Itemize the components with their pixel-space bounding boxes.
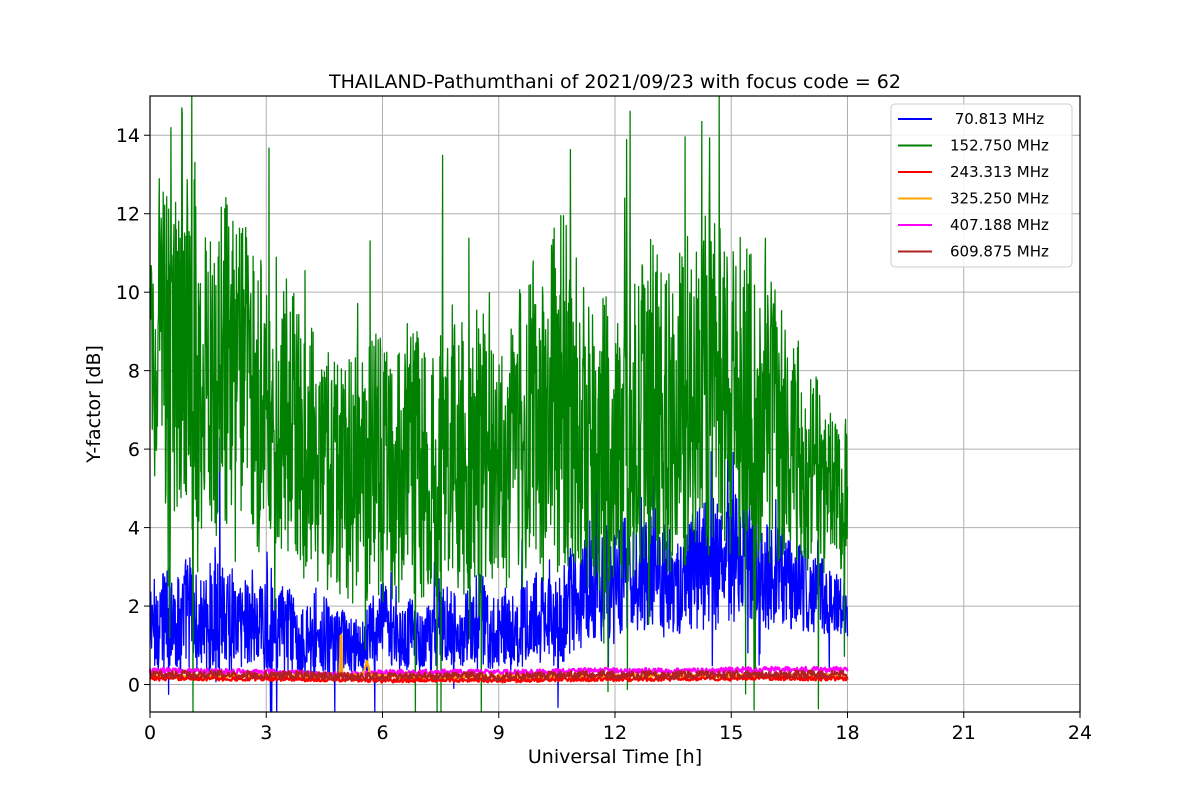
y-tick-label: 4 [128, 518, 140, 540]
legend-label: 243.313 MHz [950, 163, 1049, 181]
legend-label: 70.813 MHz [950, 110, 1044, 128]
y-tick-label: 0 [128, 675, 140, 697]
legend-box [890, 103, 1073, 268]
x-tick-label: 21 [952, 722, 976, 744]
x-tick-label: 3 [260, 722, 272, 744]
legend-label: 407.188 MHz [950, 216, 1049, 234]
legend: 70.813 MHz 152.750 MHz 243.313 MHz 325.250 … [890, 103, 1073, 268]
chart-title: THAILAND-Pathumthani of 2021/09/23 with … [328, 71, 901, 93]
y-tick-label: 10 [116, 282, 140, 304]
legend-label: 325.250 MHz [950, 190, 1049, 208]
y-tick-label: 12 [116, 204, 140, 226]
series-line [148, 669, 849, 682]
x-tick-label: 24 [1068, 722, 1092, 744]
y-tick-label: 14 [116, 125, 140, 147]
y-tick-label: 2 [128, 596, 140, 618]
y-axis-label: Y-factor [dB] [83, 345, 105, 464]
x-tick-label: 18 [835, 722, 859, 744]
x-tick-label: 9 [493, 722, 505, 744]
x-tick-label: 12 [603, 722, 627, 744]
series-line [149, 437, 849, 713]
series-line [149, 95, 849, 713]
x-tick-label: 0 [144, 722, 156, 744]
legend-label: 609.875 MHz [950, 243, 1049, 261]
series-group [148, 95, 849, 713]
y-tick-label: 8 [128, 361, 140, 383]
x-tick-label: 6 [376, 722, 388, 744]
x-axis-label: Universal Time [h] [528, 746, 702, 768]
x-tick-label: 15 [719, 722, 743, 744]
legend-label: 152.750 MHz [950, 137, 1049, 155]
y-tick-label: 6 [128, 439, 140, 461]
